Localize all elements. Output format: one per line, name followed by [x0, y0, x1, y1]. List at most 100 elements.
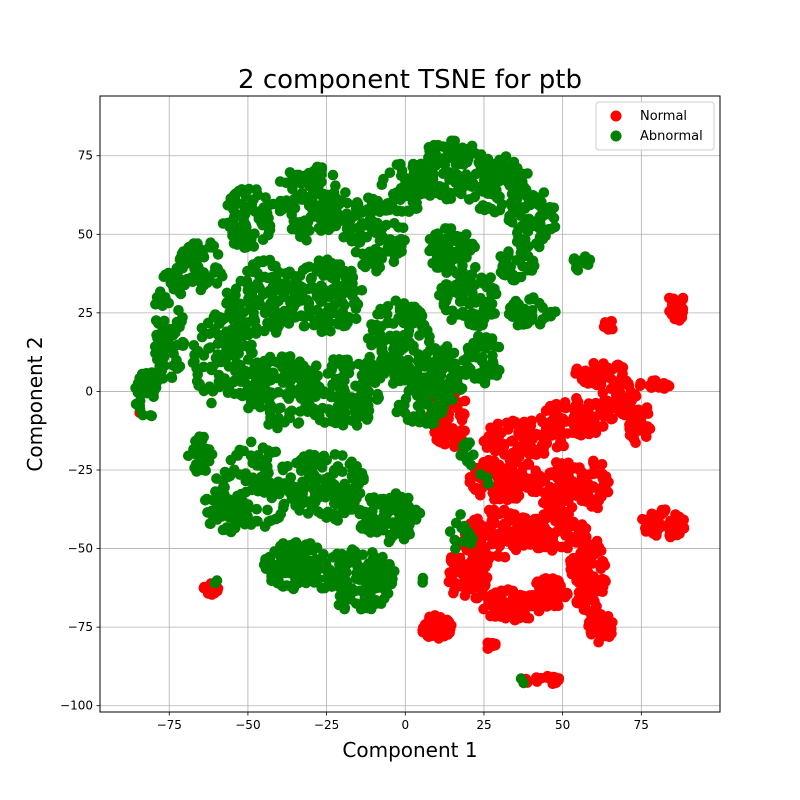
data-point-abnormal — [482, 202, 494, 213]
data-point-abnormal — [455, 309, 467, 320]
data-point-abnormal — [465, 363, 476, 375]
data-point-abnormal — [203, 343, 214, 354]
data-point-abnormal — [272, 307, 283, 319]
data-point-abnormal — [384, 529, 396, 541]
data-point-abnormal — [286, 223, 298, 235]
data-point-abnormal — [322, 258, 333, 270]
data-point-abnormal — [507, 269, 519, 281]
data-point-abnormal — [269, 546, 280, 557]
data-point-abnormal — [442, 292, 453, 303]
data-point-normal — [623, 378, 634, 389]
data-point-normal — [530, 446, 542, 458]
data-point-abnormal — [334, 410, 345, 422]
data-point-abnormal — [422, 325, 433, 336]
data-point-abnormal — [430, 187, 442, 199]
x-tick-label: −25 — [314, 718, 339, 732]
data-point-abnormal — [374, 206, 386, 218]
data-point-abnormal — [214, 495, 225, 506]
data-point-abnormal — [217, 271, 228, 282]
data-point-abnormal — [448, 174, 460, 186]
legend-marker-normal — [610, 110, 622, 122]
data-point-abnormal — [443, 256, 454, 268]
data-point-abnormal — [235, 316, 246, 328]
data-point-abnormal — [328, 468, 340, 479]
data-point-abnormal — [353, 358, 365, 370]
data-point-normal — [637, 419, 648, 431]
data-point-abnormal — [198, 249, 209, 261]
data-point-abnormal — [235, 275, 247, 287]
y-tick-label: 0 — [85, 384, 93, 398]
data-point-abnormal — [376, 179, 388, 190]
data-point-abnormal — [210, 309, 222, 321]
data-point-abnormal — [318, 549, 329, 560]
data-point-normal — [535, 413, 547, 424]
data-point-abnormal — [437, 364, 449, 375]
data-point-abnormal — [305, 274, 317, 285]
data-point-normal — [528, 484, 539, 496]
data-point-abnormal — [189, 349, 200, 361]
data-point-abnormal — [346, 290, 358, 301]
data-point-abnormal — [374, 372, 386, 384]
data-point-normal — [544, 508, 556, 520]
data-point-abnormal — [263, 516, 275, 527]
data-point-normal — [603, 476, 614, 488]
data-point-abnormal — [373, 392, 385, 404]
data-point-abnormal — [416, 383, 427, 395]
data-point-normal — [198, 582, 210, 594]
data-point-normal — [536, 594, 548, 606]
data-point-abnormal — [290, 571, 302, 582]
data-point-abnormal — [183, 450, 194, 462]
data-point-abnormal — [507, 311, 518, 323]
data-point-normal — [577, 406, 589, 417]
data-point-abnormal — [300, 311, 311, 322]
data-point-abnormal — [216, 511, 227, 522]
data-point-abnormal — [347, 585, 359, 596]
data-point-abnormal — [525, 199, 536, 211]
data-point-abnormal — [168, 360, 179, 371]
data-point-normal — [552, 517, 564, 528]
data-point-abnormal — [245, 450, 257, 462]
data-point-abnormal — [479, 360, 491, 372]
data-point-abnormal — [336, 548, 348, 560]
data-point-abnormal — [549, 221, 561, 233]
data-point-abnormal — [148, 388, 159, 400]
data-point-normal — [552, 507, 564, 519]
data-point-abnormal — [273, 266, 284, 278]
data-point-abnormal — [438, 300, 450, 312]
data-point-abnormal — [226, 510, 237, 521]
data-point-abnormal — [277, 282, 288, 294]
data-point-abnormal — [366, 207, 377, 218]
data-point-abnormal — [398, 329, 410, 341]
data-point-normal — [641, 403, 653, 415]
data-point-abnormal — [222, 524, 233, 536]
data-point-abnormal — [319, 308, 331, 319]
data-point-abnormal — [380, 219, 392, 231]
data-point-abnormal — [238, 215, 250, 227]
data-point-abnormal — [449, 235, 461, 246]
data-point-abnormal — [320, 563, 331, 575]
data-point-abnormal — [324, 387, 335, 398]
data-point-normal — [513, 470, 524, 482]
data-point-abnormal — [284, 351, 296, 362]
data-point-abnormal — [347, 499, 358, 510]
data-point-abnormal — [474, 203, 486, 214]
data-point-abnormal — [290, 275, 302, 286]
data-point-abnormal — [191, 466, 202, 477]
data-point-abnormal — [437, 153, 449, 164]
data-point-abnormal — [263, 419, 274, 430]
data-points — [130, 135, 690, 690]
y-tick-label: −75 — [68, 620, 93, 634]
data-point-abnormal — [347, 464, 359, 475]
data-point-abnormal — [270, 446, 282, 458]
data-point-abnormal — [279, 417, 290, 428]
data-point-abnormal — [461, 229, 472, 240]
data-point-abnormal — [449, 534, 461, 546]
data-point-normal — [485, 600, 497, 611]
data-point-abnormal — [320, 482, 331, 494]
data-point-abnormal — [457, 291, 468, 303]
data-point-normal — [459, 395, 471, 407]
data-point-abnormal — [350, 547, 362, 559]
data-point-abnormal — [300, 396, 312, 408]
data-point-abnormal — [277, 538, 289, 549]
data-point-abnormal — [359, 587, 370, 599]
